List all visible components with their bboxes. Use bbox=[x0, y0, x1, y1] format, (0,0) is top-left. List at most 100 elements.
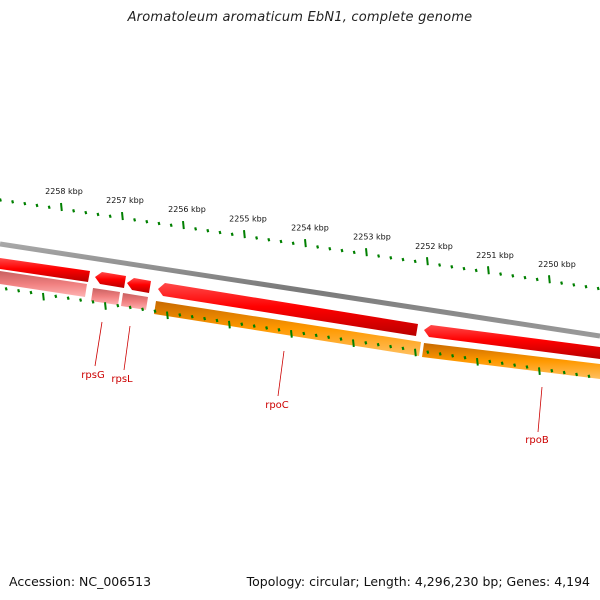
inner-minor-tick bbox=[240, 322, 244, 326]
inner-minor-tick bbox=[575, 372, 579, 377]
scale-minor-tick bbox=[377, 254, 381, 258]
inner-major-tick bbox=[166, 311, 169, 320]
scale-major-tick bbox=[121, 211, 124, 221]
inner-minor-tick bbox=[376, 342, 380, 347]
scale-minor-tick bbox=[413, 259, 417, 264]
inner-major-tick bbox=[290, 330, 293, 338]
scale-label: 2257 kbp bbox=[106, 196, 144, 205]
scale-minor-tick bbox=[133, 218, 137, 222]
scale-minor-tick bbox=[499, 272, 503, 276]
inner-minor-tick bbox=[562, 370, 566, 375]
inner-minor-tick bbox=[116, 303, 120, 308]
scale-label: 2252 kbp bbox=[415, 242, 453, 251]
scale-labels: 2258 kbp 2257 kbp 2256 kbp 2255 kbp 2254 kbp… bbox=[45, 187, 576, 269]
inner-minor-tick bbox=[4, 287, 8, 291]
inner-minor-tick bbox=[203, 316, 207, 321]
scale-minor-tick bbox=[291, 241, 295, 246]
inner-minor-tick bbox=[79, 298, 83, 302]
scale-major-tick bbox=[182, 220, 185, 230]
scale-minor-tick bbox=[11, 200, 15, 204]
scale-label: 2251 kbp bbox=[476, 251, 514, 260]
inner-major-tick bbox=[42, 292, 45, 301]
scale-label: 2256 kbp bbox=[168, 205, 206, 214]
scale-minor-tick bbox=[584, 284, 588, 289]
inner-minor-tick bbox=[426, 350, 430, 354]
scale-minor-tick bbox=[316, 245, 320, 249]
gene-label-rpoB: rpoB bbox=[525, 435, 549, 446]
gene-leader-rpoC bbox=[277, 350, 285, 397]
scale-minor-tick bbox=[560, 281, 564, 285]
inner-minor-tick bbox=[463, 355, 467, 360]
scale-minor-tick bbox=[340, 248, 344, 253]
cds-secondary-rpsL bbox=[121, 293, 148, 310]
inner-minor-tick bbox=[339, 337, 343, 341]
gene-leader-rpsL bbox=[123, 325, 131, 371]
inner-minor-tick bbox=[141, 307, 145, 312]
scale-minor-tick bbox=[255, 236, 259, 240]
scale-minor-tick bbox=[96, 212, 100, 217]
scale-minor-tick bbox=[389, 255, 393, 260]
cds-forward-rpsL bbox=[127, 278, 151, 293]
inner-minor-tick bbox=[29, 290, 33, 295]
inner-minor-tick bbox=[364, 341, 368, 345]
scale-minor-tick bbox=[206, 228, 210, 233]
inner-minor-tick bbox=[451, 354, 455, 358]
scale-minor-tick bbox=[157, 221, 161, 226]
inner-major-tick bbox=[538, 367, 541, 375]
gene-label-rpsG: rpsG bbox=[81, 370, 104, 381]
scale-minor-tick bbox=[511, 274, 515, 278]
inner-minor-tick bbox=[178, 313, 182, 317]
inner-major-tick bbox=[414, 348, 417, 357]
gene-leader-rpsG bbox=[94, 321, 103, 367]
inner-minor-tick bbox=[128, 305, 132, 310]
scale-minor-tick bbox=[328, 246, 332, 251]
scale-minor-tick bbox=[438, 263, 442, 267]
inner-minor-tick bbox=[277, 328, 281, 332]
inner-minor-tick bbox=[401, 346, 405, 351]
scale-minor-tick bbox=[523, 275, 527, 280]
scale-minor-tick bbox=[535, 277, 539, 282]
scale-minor-tick bbox=[596, 286, 600, 291]
cds-secondary-rpoB bbox=[422, 343, 600, 379]
inner-minor-tick bbox=[91, 300, 95, 304]
inner-major-tick bbox=[352, 339, 355, 348]
scale-minor-tick bbox=[279, 239, 283, 244]
scale-minor-tick bbox=[47, 205, 51, 210]
inner-minor-tick bbox=[215, 318, 219, 323]
scale-major-tick bbox=[304, 239, 307, 248]
scale-major-tick bbox=[426, 257, 429, 266]
gene-labels: rpsG rpsL rpoC rpoB bbox=[81, 321, 549, 446]
inner-minor-tick bbox=[525, 365, 529, 369]
scale-major-tick bbox=[548, 275, 551, 284]
scale-ticks bbox=[0, 198, 600, 379]
scale-label: 2254 kbp bbox=[291, 223, 329, 232]
scale-minor-tick bbox=[72, 209, 76, 213]
cds-forward-rpoC bbox=[158, 283, 418, 336]
scale-minor-tick bbox=[474, 268, 478, 273]
scale-minor-tick bbox=[108, 214, 112, 219]
inner-minor-tick bbox=[153, 309, 157, 313]
inner-minor-tick bbox=[389, 344, 393, 349]
inner-minor-tick bbox=[327, 335, 331, 340]
inner-minor-tick bbox=[190, 314, 194, 319]
inner-major-tick bbox=[104, 302, 107, 310]
inner-minor-tick bbox=[265, 326, 269, 330]
inner-major-tick bbox=[476, 357, 479, 366]
inner-minor-tick bbox=[66, 296, 70, 300]
scale-label: 2258 kbp bbox=[45, 187, 83, 196]
scale-minor-tick bbox=[169, 223, 173, 228]
inner-minor-tick bbox=[252, 324, 256, 328]
scale-minor-tick bbox=[572, 283, 576, 287]
scale-minor-tick bbox=[0, 198, 2, 202]
scale-major-tick bbox=[487, 266, 490, 275]
cds-forward-rpsG bbox=[95, 272, 126, 288]
cds-forward-rpoB bbox=[424, 325, 600, 359]
inner-minor-tick bbox=[438, 352, 442, 356]
inner-minor-tick bbox=[500, 361, 504, 366]
scale-minor-tick bbox=[84, 210, 88, 215]
scale-minor-tick bbox=[450, 265, 454, 269]
scale-minor-tick bbox=[401, 257, 405, 262]
scale-minor-tick bbox=[194, 227, 198, 231]
inner-minor-tick bbox=[513, 363, 517, 367]
